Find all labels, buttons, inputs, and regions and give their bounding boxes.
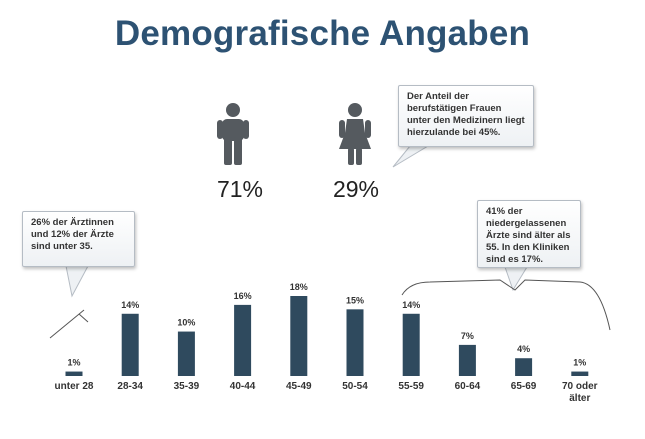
bar-value-label: 14% bbox=[402, 300, 420, 310]
bar-value-label: 1% bbox=[67, 358, 80, 368]
page-title: Demografische Angaben bbox=[114, 14, 531, 53]
bar-value-label: 18% bbox=[290, 282, 308, 292]
callout-old: 41% der niedergelassenen Ärzte sind älte… bbox=[477, 200, 581, 268]
bar-value-label: 1% bbox=[573, 358, 586, 368]
category-label: 60-64 bbox=[455, 381, 481, 392]
bar-2 bbox=[177, 331, 195, 376]
category-label: 35-39 bbox=[174, 381, 200, 392]
bar-3 bbox=[234, 304, 252, 376]
female-percentage: 29% bbox=[332, 176, 380, 202]
bar-7 bbox=[458, 344, 476, 376]
bar-value-label: 7% bbox=[461, 331, 474, 341]
bar-1 bbox=[121, 313, 139, 376]
bar-value-label: 15% bbox=[346, 295, 364, 305]
male-person-icon bbox=[216, 103, 250, 170]
callout-old-line: 41% der bbox=[486, 206, 523, 217]
bar-9 bbox=[571, 371, 589, 376]
male-percentage: 71% bbox=[216, 176, 264, 202]
category-label: 50-54 bbox=[342, 381, 368, 392]
callout-women-line: Der Anteil der bbox=[407, 91, 469, 102]
callout-women-line: berufstätigen Frauen bbox=[407, 103, 502, 114]
category-label: 40-44 bbox=[230, 381, 256, 392]
bar-8 bbox=[515, 358, 533, 376]
callout-old-line: 55. In den Kliniken bbox=[486, 242, 570, 253]
callout-old-line: niedergelassenen bbox=[486, 218, 567, 229]
category-label: 45-49 bbox=[286, 381, 312, 392]
category-label: 28-34 bbox=[117, 381, 143, 392]
bar-5 bbox=[346, 309, 364, 376]
callout-young: 26% der Ärztinnen und 12% der Ärzte sind… bbox=[22, 211, 135, 267]
category-label: 70 oder bbox=[562, 381, 598, 392]
category-label: unter 28 bbox=[55, 381, 94, 392]
callout-young-line: 26% der Ärztinnen bbox=[31, 217, 114, 228]
callout-women-line: hierzulande bei 45%. bbox=[407, 127, 501, 138]
bar-value-label: 10% bbox=[177, 318, 195, 328]
category-label: 65-69 bbox=[511, 381, 537, 392]
callout-old-line: sind es 17%. bbox=[486, 254, 544, 265]
callout-old-line: Ärzte sind älter als bbox=[486, 230, 571, 241]
callout-young-line: und 12% der Ärzte bbox=[31, 229, 114, 240]
callout-young-line: sind unter 35. bbox=[31, 241, 93, 252]
bar-value-label: 16% bbox=[234, 291, 252, 301]
bar-value-label: 4% bbox=[517, 344, 530, 354]
bar-value-label: 14% bbox=[121, 300, 139, 310]
callout-women: Der Anteil der berufstätigen Frauen unte… bbox=[398, 85, 534, 147]
bar-4 bbox=[290, 296, 308, 376]
category-label: 55-59 bbox=[398, 381, 424, 392]
category-label: älter bbox=[569, 393, 590, 404]
callout-women-line: unter den Medizinern liegt bbox=[407, 115, 525, 126]
bar-0 bbox=[65, 371, 83, 376]
bar-6 bbox=[402, 313, 420, 376]
female-person-icon bbox=[337, 103, 373, 170]
